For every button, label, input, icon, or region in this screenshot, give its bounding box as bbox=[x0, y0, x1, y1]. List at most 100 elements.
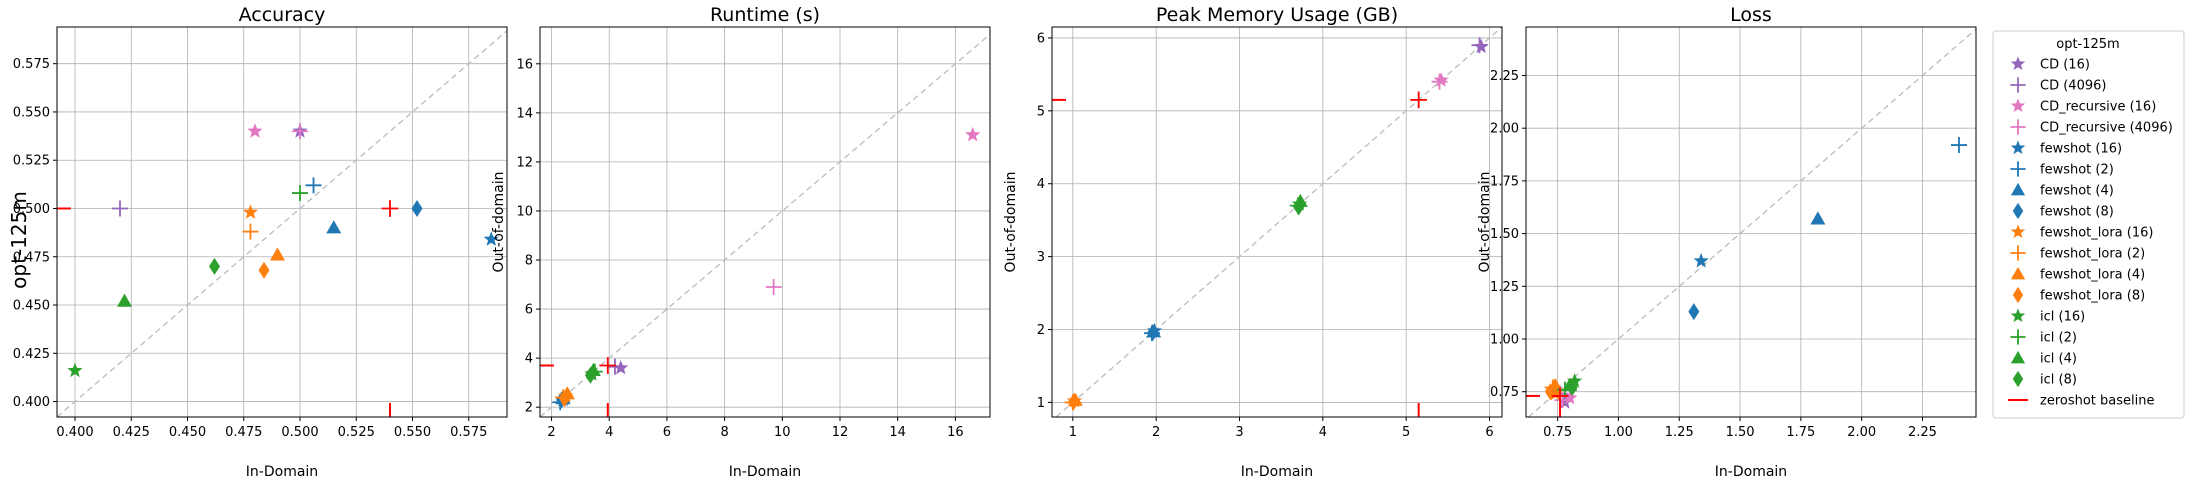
point-icl-16 bbox=[67, 362, 83, 378]
point-fewshot-4 bbox=[326, 220, 342, 234]
x-tick-label: 0.450 bbox=[169, 425, 206, 440]
x-tick-label: 0.425 bbox=[113, 425, 150, 440]
x-tick-label: 4 bbox=[605, 425, 613, 440]
legend-marker-cd-16 bbox=[2010, 56, 2026, 71]
diagonal-line bbox=[540, 33, 990, 417]
x-tick-label: 1 bbox=[1069, 425, 1077, 440]
plot-area bbox=[57, 30, 507, 417]
point-icl-8 bbox=[1293, 198, 1305, 216]
legend-marker-cd-recursive-16 bbox=[2010, 98, 2026, 113]
x-tick-label: 0.525 bbox=[338, 425, 375, 440]
legend-label: CD_recursive (16) bbox=[2040, 100, 2156, 115]
point-cd-4096 bbox=[112, 200, 128, 217]
legend-marker-fewshot-lora-4 bbox=[2010, 266, 2026, 280]
legend-label: fewshot (4) bbox=[2040, 184, 2114, 199]
x-tick-label: 5 bbox=[1402, 425, 1410, 440]
legend-item-icl-4: icl (4) bbox=[2010, 350, 2077, 367]
point-icl-2 bbox=[292, 185, 308, 202]
legend-label: zeroshot baseline bbox=[2040, 394, 2154, 409]
x-tick-label: 2.00 bbox=[1847, 425, 1876, 440]
y-tick-label: 4 bbox=[525, 352, 533, 367]
x-tick-label: 2.25 bbox=[1908, 425, 1937, 440]
x-tick-label: 0.500 bbox=[281, 425, 318, 440]
x-tick-label: 0.550 bbox=[394, 425, 431, 440]
legend-item-fewshot-2: fewshot (2) bbox=[2010, 161, 2114, 178]
x-tick-label: 12 bbox=[832, 425, 849, 440]
legend-marker-icl-4 bbox=[2010, 350, 2026, 364]
legend: opt-125m CD (16) CD (4096) CD_recursive (1… bbox=[1992, 30, 2185, 419]
point-fewshot-8 bbox=[1147, 323, 1159, 341]
panel-title: Loss bbox=[1730, 4, 1772, 26]
y-tick-label: 6 bbox=[1037, 31, 1045, 46]
zeroshot-point bbox=[599, 357, 617, 374]
point-icl-8 bbox=[1566, 378, 1578, 396]
y-tick-label: 14 bbox=[516, 106, 533, 121]
x-tick-label: 0.475 bbox=[225, 425, 262, 440]
y-axis-label: Out-of-domain bbox=[1003, 172, 1019, 273]
y-tick-label: 2.25 bbox=[1490, 69, 1519, 84]
y-tick-label: 12 bbox=[516, 155, 533, 170]
y-tick-label: 5 bbox=[1037, 104, 1045, 119]
y-tick-label: 0.550 bbox=[13, 105, 50, 120]
y-tick-label: 2.00 bbox=[1490, 122, 1519, 137]
legend-item-fewshot-4: fewshot (4) bbox=[2010, 182, 2114, 199]
point-cd-recursive-4096 bbox=[1554, 392, 1571, 409]
x-tick-label: 16 bbox=[947, 425, 964, 440]
y-tick-label: 0.525 bbox=[13, 154, 50, 169]
legend-label: icl (2) bbox=[2040, 331, 2077, 346]
panel-title: Accuracy bbox=[239, 4, 326, 26]
panel-peak-memory-usage-gb: 1 2 3 4 5 6 1 2 3 4 5 6 Peak Memory Usage (GB) In-Dom… bbox=[1003, 4, 1503, 480]
point-fewshot-2 bbox=[1950, 137, 1967, 154]
legend-item-fewshot-lora-4: fewshot_lora (4) bbox=[2010, 266, 2145, 283]
legend-label: CD (16) bbox=[2040, 58, 2090, 73]
x-tick-label: 2 bbox=[1152, 425, 1160, 440]
x-tick-label: 2 bbox=[547, 425, 555, 440]
legend-label: icl (8) bbox=[2040, 373, 2077, 388]
y-tick-label: 16 bbox=[516, 57, 533, 72]
y-tick-label: 1.25 bbox=[1490, 280, 1519, 295]
x-axis-label: In-Domain bbox=[729, 464, 801, 480]
legend-item-fewshot-lora-8: fewshot_lora (8) bbox=[2012, 286, 2145, 304]
legend-marker-fewshot-lora-2 bbox=[2010, 245, 2026, 261]
y-tick-label: 0.575 bbox=[13, 57, 50, 72]
legend-label: fewshot (2) bbox=[2040, 163, 2114, 178]
point-fewshot-lora-8 bbox=[1068, 393, 1080, 411]
legend-item-icl-2: icl (2) bbox=[2010, 329, 2077, 346]
point-cd-recursive-4096 bbox=[1431, 73, 1448, 90]
y-axis-label: Out-of-domain bbox=[1477, 172, 1493, 273]
x-tick-label: 1.50 bbox=[1726, 425, 1755, 440]
point-cd-recursive-16 bbox=[1433, 72, 1449, 87]
legend-item-zeroshot-baseline: zeroshot baseline bbox=[2008, 394, 2154, 409]
x-tick-label: 14 bbox=[889, 425, 906, 440]
legend-label: CD (4096) bbox=[2040, 79, 2106, 94]
x-tick-label: 0.400 bbox=[56, 425, 93, 440]
point-fewshot-8 bbox=[1688, 303, 1700, 321]
axes-frame bbox=[539, 26, 991, 418]
y-tick-label: 1 bbox=[1037, 396, 1045, 411]
x-tick-label: 6 bbox=[663, 425, 671, 440]
axes-frame bbox=[56, 26, 508, 418]
x-tick-label: 1.75 bbox=[1786, 425, 1815, 440]
plot-area bbox=[540, 33, 990, 417]
legend-item-fewshot-lora-16: fewshot_lora (16) bbox=[2010, 224, 2153, 241]
point-cd-recursive-16 bbox=[1562, 390, 1578, 405]
point-cd-recursive-4096 bbox=[292, 123, 308, 140]
legend-label: fewshot_lora (2) bbox=[2040, 247, 2145, 262]
axes-frame bbox=[1051, 26, 1503, 418]
y-tick-label: 8 bbox=[525, 254, 533, 269]
axes-frame bbox=[1525, 26, 1977, 418]
legend-label: icl (4) bbox=[2040, 352, 2077, 367]
point-fewshot-lora-2 bbox=[242, 223, 259, 240]
row-label: opt-125m bbox=[7, 191, 31, 289]
y-tick-label: 1.50 bbox=[1490, 227, 1519, 242]
legend-marker-fewshot-8 bbox=[2012, 202, 2024, 220]
panel-runtime-s: 2 4 6 8 10 12 14 16 2 4 6 8 10 12 14 16 Runtime (s) In-Do… bbox=[491, 4, 991, 480]
y-tick-label: 0.75 bbox=[1490, 385, 1519, 400]
point-fewshot-lora-8 bbox=[559, 390, 571, 408]
point-icl-8 bbox=[209, 257, 220, 275]
point-icl-8 bbox=[584, 366, 596, 384]
x-tick-label: 0.75 bbox=[1543, 425, 1572, 440]
point-fewshot-lora-4 bbox=[270, 247, 285, 261]
legend-marker-fewshot-lora-8 bbox=[2012, 286, 2024, 304]
